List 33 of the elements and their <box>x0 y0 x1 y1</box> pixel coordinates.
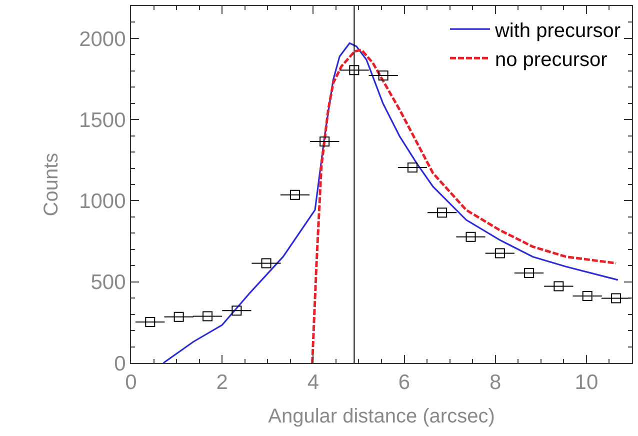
point <box>611 293 622 304</box>
legend-label: with precursor <box>494 20 621 42</box>
line-series <box>162 42 619 363</box>
point <box>320 136 330 146</box>
y-tick-label: 0 <box>114 352 126 376</box>
x-tick-label: 8 <box>490 371 502 394</box>
y-tick-label: 1000 <box>79 190 126 214</box>
x-tick-label: 6 <box>398 371 410 394</box>
line-series <box>311 48 618 363</box>
point <box>261 258 272 268</box>
x-axis-title: Angular distance (arcsec) <box>268 406 495 428</box>
point <box>290 190 300 200</box>
point <box>466 232 476 242</box>
y-axis-title: Counts <box>40 152 63 216</box>
y-tick-label: 2000 <box>79 28 126 51</box>
y-tick-label: 1500 <box>79 108 126 132</box>
point <box>232 306 242 316</box>
point <box>582 290 592 301</box>
point <box>145 316 156 327</box>
y-tick-label: 500 <box>90 271 126 294</box>
point <box>174 312 184 322</box>
x-tick-label: 2 <box>216 371 228 394</box>
point <box>437 208 448 218</box>
legend-label: no precursor <box>494 48 608 71</box>
point <box>378 70 388 80</box>
x-tick-label: 4 <box>307 371 320 394</box>
point <box>494 248 505 258</box>
point <box>524 268 534 278</box>
x-tick-label: 10 <box>574 371 598 394</box>
point <box>349 65 360 76</box>
point <box>407 162 418 172</box>
point <box>202 311 213 322</box>
point <box>554 281 564 292</box>
